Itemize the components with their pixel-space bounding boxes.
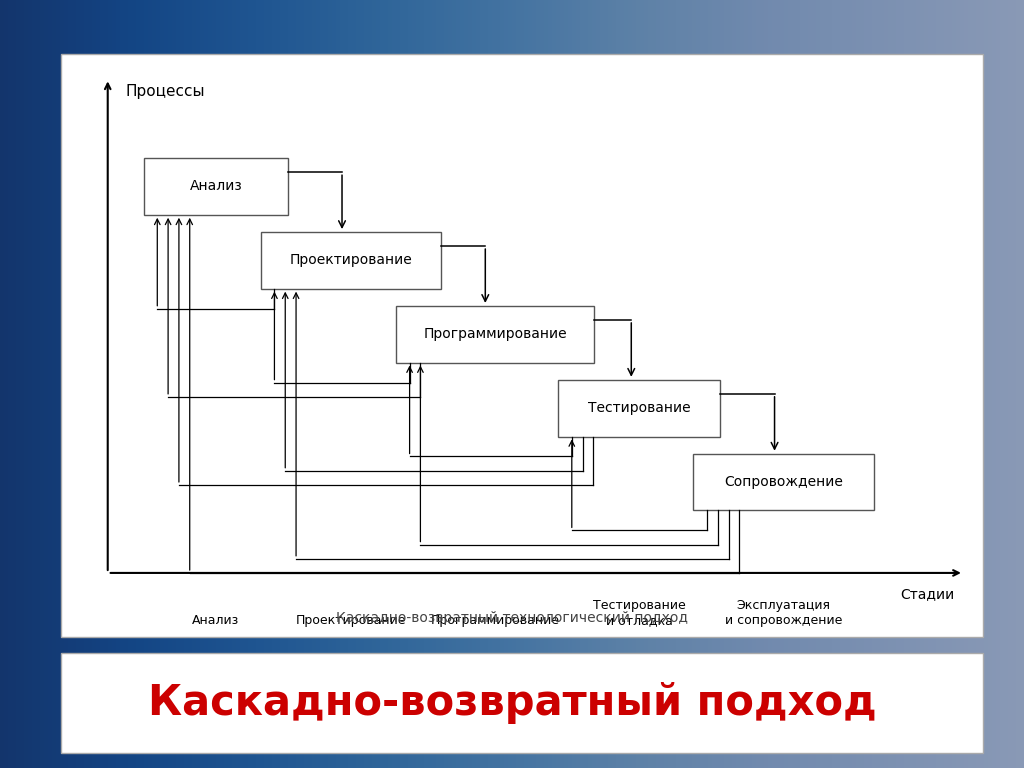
Text: Сопровождение: Сопровождение bbox=[724, 475, 843, 489]
Text: Каскадно-возвратный подход: Каскадно-возвратный подход bbox=[147, 682, 877, 723]
Text: Проектирование: Проектирование bbox=[290, 253, 413, 267]
Text: Анализ: Анализ bbox=[189, 180, 243, 194]
Bar bbox=[558, 379, 721, 436]
Bar bbox=[693, 454, 873, 511]
Text: Эксплуатация
и сопровождение: Эксплуатация и сопровождение bbox=[725, 599, 843, 627]
Text: Программирование: Программирование bbox=[423, 327, 567, 341]
Text: Проектирование: Проектирование bbox=[296, 614, 407, 627]
Text: Стадии: Стадии bbox=[900, 587, 954, 601]
Text: Тестирование
и отладка: Тестирование и отладка bbox=[593, 599, 686, 627]
Text: Тестирование: Тестирование bbox=[588, 401, 691, 415]
Bar bbox=[61, 54, 983, 637]
Text: Каскадно-возвратный технологический подход: Каскадно-возвратный технологический подх… bbox=[336, 611, 688, 625]
Bar bbox=[143, 158, 288, 215]
Text: Анализ: Анализ bbox=[193, 614, 240, 627]
Text: Процессы: Процессы bbox=[126, 84, 205, 99]
Text: Программирование: Программирование bbox=[431, 614, 560, 627]
Bar bbox=[396, 306, 594, 362]
Bar bbox=[261, 232, 441, 289]
Bar bbox=[61, 653, 983, 753]
